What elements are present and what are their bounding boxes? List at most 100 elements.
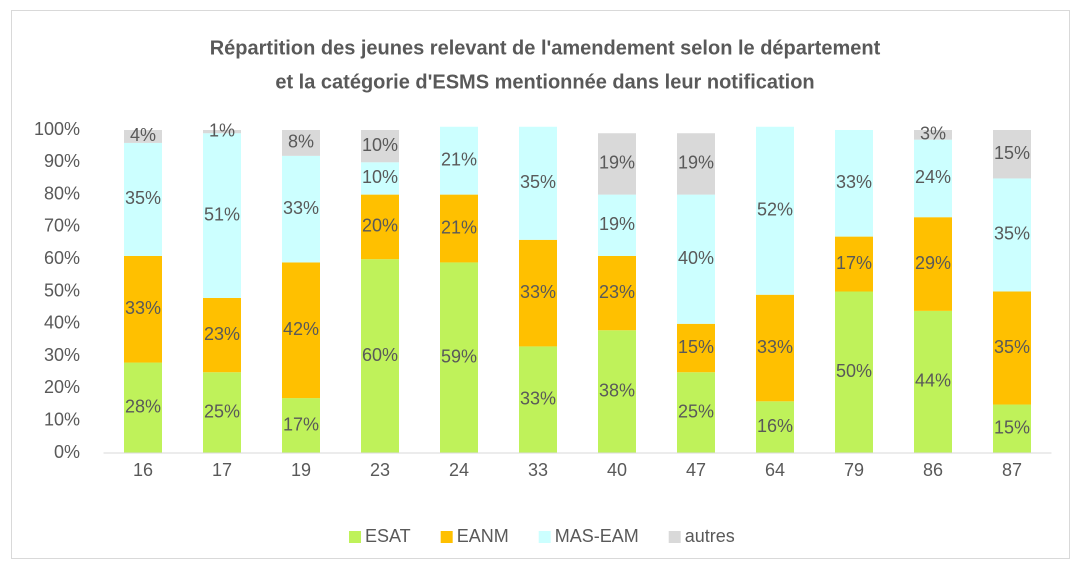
- data-label: 16%: [757, 416, 793, 436]
- bar-segment: [835, 130, 873, 237]
- bar-segment: [993, 178, 1031, 292]
- data-label: 28%: [125, 397, 161, 417]
- data-label: 42%: [283, 319, 319, 339]
- data-label: 4%: [130, 125, 156, 145]
- bar-segment: [124, 255, 162, 363]
- data-label: 17%: [283, 414, 319, 434]
- bar-segment: [361, 162, 399, 195]
- data-label: 33%: [520, 282, 556, 302]
- bar-segment: [598, 330, 636, 453]
- bar-segment: [361, 130, 399, 163]
- y-tick-label: 100%: [34, 119, 80, 139]
- bar-segment: [993, 404, 1031, 453]
- x-tick-label: 24: [449, 460, 469, 480]
- bar-segment: [124, 362, 162, 453]
- bar-segment: [598, 133, 636, 195]
- data-label: 35%: [994, 224, 1030, 244]
- bar-segment: [993, 291, 1031, 405]
- data-label: 33%: [836, 172, 872, 192]
- legend-swatch: [349, 531, 361, 543]
- data-label: 35%: [125, 188, 161, 208]
- data-label: 8%: [288, 132, 314, 152]
- data-label: 25%: [204, 401, 240, 421]
- data-label: 21%: [441, 217, 477, 237]
- x-tick-label: 64: [765, 460, 785, 480]
- data-label: 25%: [678, 401, 714, 421]
- bar-segment: [282, 155, 320, 263]
- bar-segment: [835, 236, 873, 292]
- bar-segment: [519, 239, 557, 347]
- data-label: 1%: [209, 120, 235, 140]
- data-label: 24%: [915, 167, 951, 187]
- bar-segment: [519, 126, 557, 240]
- data-label: 44%: [915, 371, 951, 391]
- bar-segment: [440, 194, 478, 263]
- bar-segment: [598, 255, 636, 331]
- legend-label: MAS-EAM: [555, 526, 639, 546]
- x-tick-label: 33: [528, 460, 548, 480]
- bar-segment: [914, 310, 952, 453]
- data-label: 19%: [678, 153, 714, 173]
- data-label: 33%: [520, 388, 556, 408]
- y-tick-label: 70%: [44, 216, 80, 236]
- bar-segment: [282, 398, 320, 453]
- bar-segment: [519, 346, 557, 453]
- data-label: 15%: [678, 337, 714, 357]
- legend-label: EANM: [457, 526, 509, 546]
- data-label: 23%: [204, 324, 240, 344]
- x-tick-label: 23: [370, 460, 390, 480]
- bar-segment: [203, 297, 241, 373]
- data-label: 50%: [836, 361, 872, 381]
- bar-segment: [677, 194, 715, 324]
- y-tick-label: 50%: [44, 280, 80, 300]
- bar-segment: [914, 139, 952, 218]
- data-label: 20%: [362, 216, 398, 236]
- data-label: 33%: [283, 198, 319, 218]
- data-label: 35%: [994, 337, 1030, 357]
- bar-segment: [124, 130, 162, 143]
- x-tick-label: 87: [1002, 460, 1022, 480]
- x-tick-label: 47: [686, 460, 706, 480]
- bar-segment: [203, 133, 241, 298]
- bar-segment: [677, 372, 715, 453]
- legend-label: autres: [685, 526, 735, 546]
- chart-title: et la catégorie d'ESMS mentionnée dans l…: [275, 71, 814, 93]
- data-label: 10%: [362, 135, 398, 155]
- y-tick-label: 20%: [44, 377, 80, 397]
- bar-segment: [440, 262, 478, 453]
- data-label: 19%: [599, 214, 635, 234]
- data-label: 40%: [678, 248, 714, 268]
- y-tick-label: 60%: [44, 248, 80, 268]
- x-tick-label: 86: [923, 460, 943, 480]
- bar-segment: [361, 259, 399, 453]
- bar-segment: [993, 130, 1031, 179]
- legend-swatch: [440, 531, 453, 543]
- bar-segment: [282, 130, 320, 156]
- bar-segment: [914, 130, 952, 140]
- bar-segment: [203, 130, 241, 134]
- data-label: 29%: [915, 253, 951, 273]
- data-label: 33%: [757, 337, 793, 357]
- data-label: 15%: [994, 143, 1030, 163]
- y-tick-label: 90%: [44, 151, 80, 171]
- data-label: 17%: [836, 253, 872, 273]
- data-label: 23%: [599, 282, 635, 302]
- bar-segment: [914, 217, 952, 311]
- data-label: 33%: [125, 298, 161, 318]
- legend-swatch: [538, 531, 551, 543]
- x-tick-label: 19: [291, 460, 311, 480]
- bar-segment: [677, 133, 715, 195]
- bar-segment: [756, 294, 794, 402]
- y-tick-label: 40%: [44, 313, 80, 333]
- bar-segment: [124, 142, 162, 256]
- data-label: 21%: [441, 149, 477, 169]
- legend-label: ESAT: [365, 526, 411, 546]
- bar-segment: [282, 262, 320, 399]
- legend-swatch: [668, 531, 681, 543]
- bar-segment: [756, 401, 794, 453]
- x-tick-label: 79: [844, 460, 864, 480]
- data-label: 10%: [362, 167, 398, 187]
- chart-title: Répartition des jeunes relevant de l'ame…: [210, 37, 881, 59]
